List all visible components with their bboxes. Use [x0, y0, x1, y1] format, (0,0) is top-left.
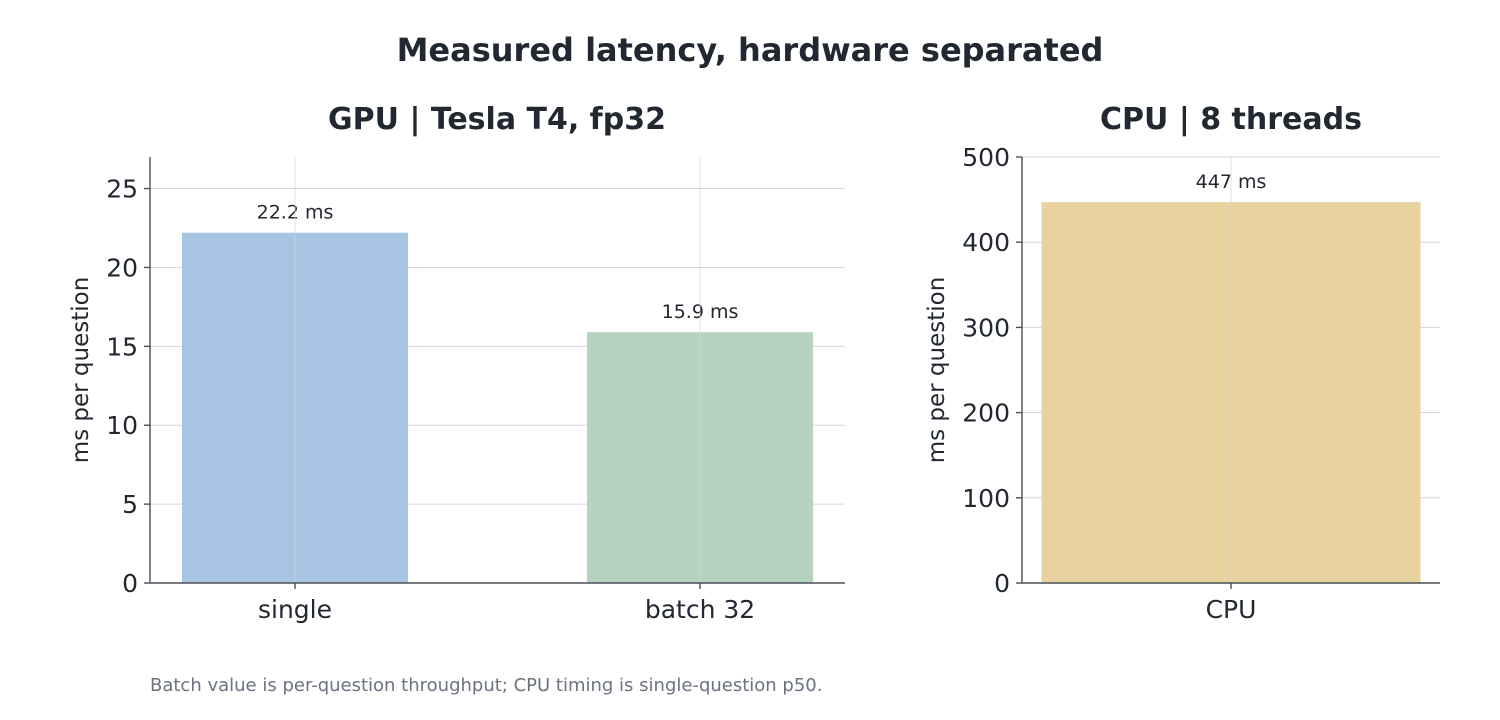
footnote: Batch value is per-question throughput; … [150, 675, 822, 696]
y-tick-label: 15 [106, 332, 138, 361]
y-tick-label: 20 [106, 253, 138, 282]
y-tick-label: 25 [106, 175, 138, 204]
y-tick-label: 5 [122, 490, 138, 519]
x-tick-label: batch 32 [645, 595, 755, 624]
cpu-panel-title: CPU | 8 threads [1100, 102, 1362, 137]
y-tick-label: 10 [106, 411, 138, 440]
y-tick-label: 200 [962, 399, 1010, 428]
y-tick-label: 0 [122, 569, 138, 598]
gpu-panel-title: GPU | Tesla T4, fp32 [328, 102, 666, 137]
y-tick-label: 300 [962, 313, 1010, 342]
y-tick-label: 500 [962, 143, 1010, 172]
y-tick-label: 0 [994, 569, 1010, 598]
y-axis-label: ms per question [924, 277, 950, 464]
y-axis-label: ms per question [68, 277, 94, 464]
figure-title: Measured latency, hardware separated [397, 31, 1104, 69]
x-tick-label: CPU [1206, 595, 1257, 624]
y-tick-label: 400 [962, 228, 1010, 257]
x-tick-label: single [258, 595, 332, 624]
y-tick-label: 100 [962, 484, 1010, 513]
